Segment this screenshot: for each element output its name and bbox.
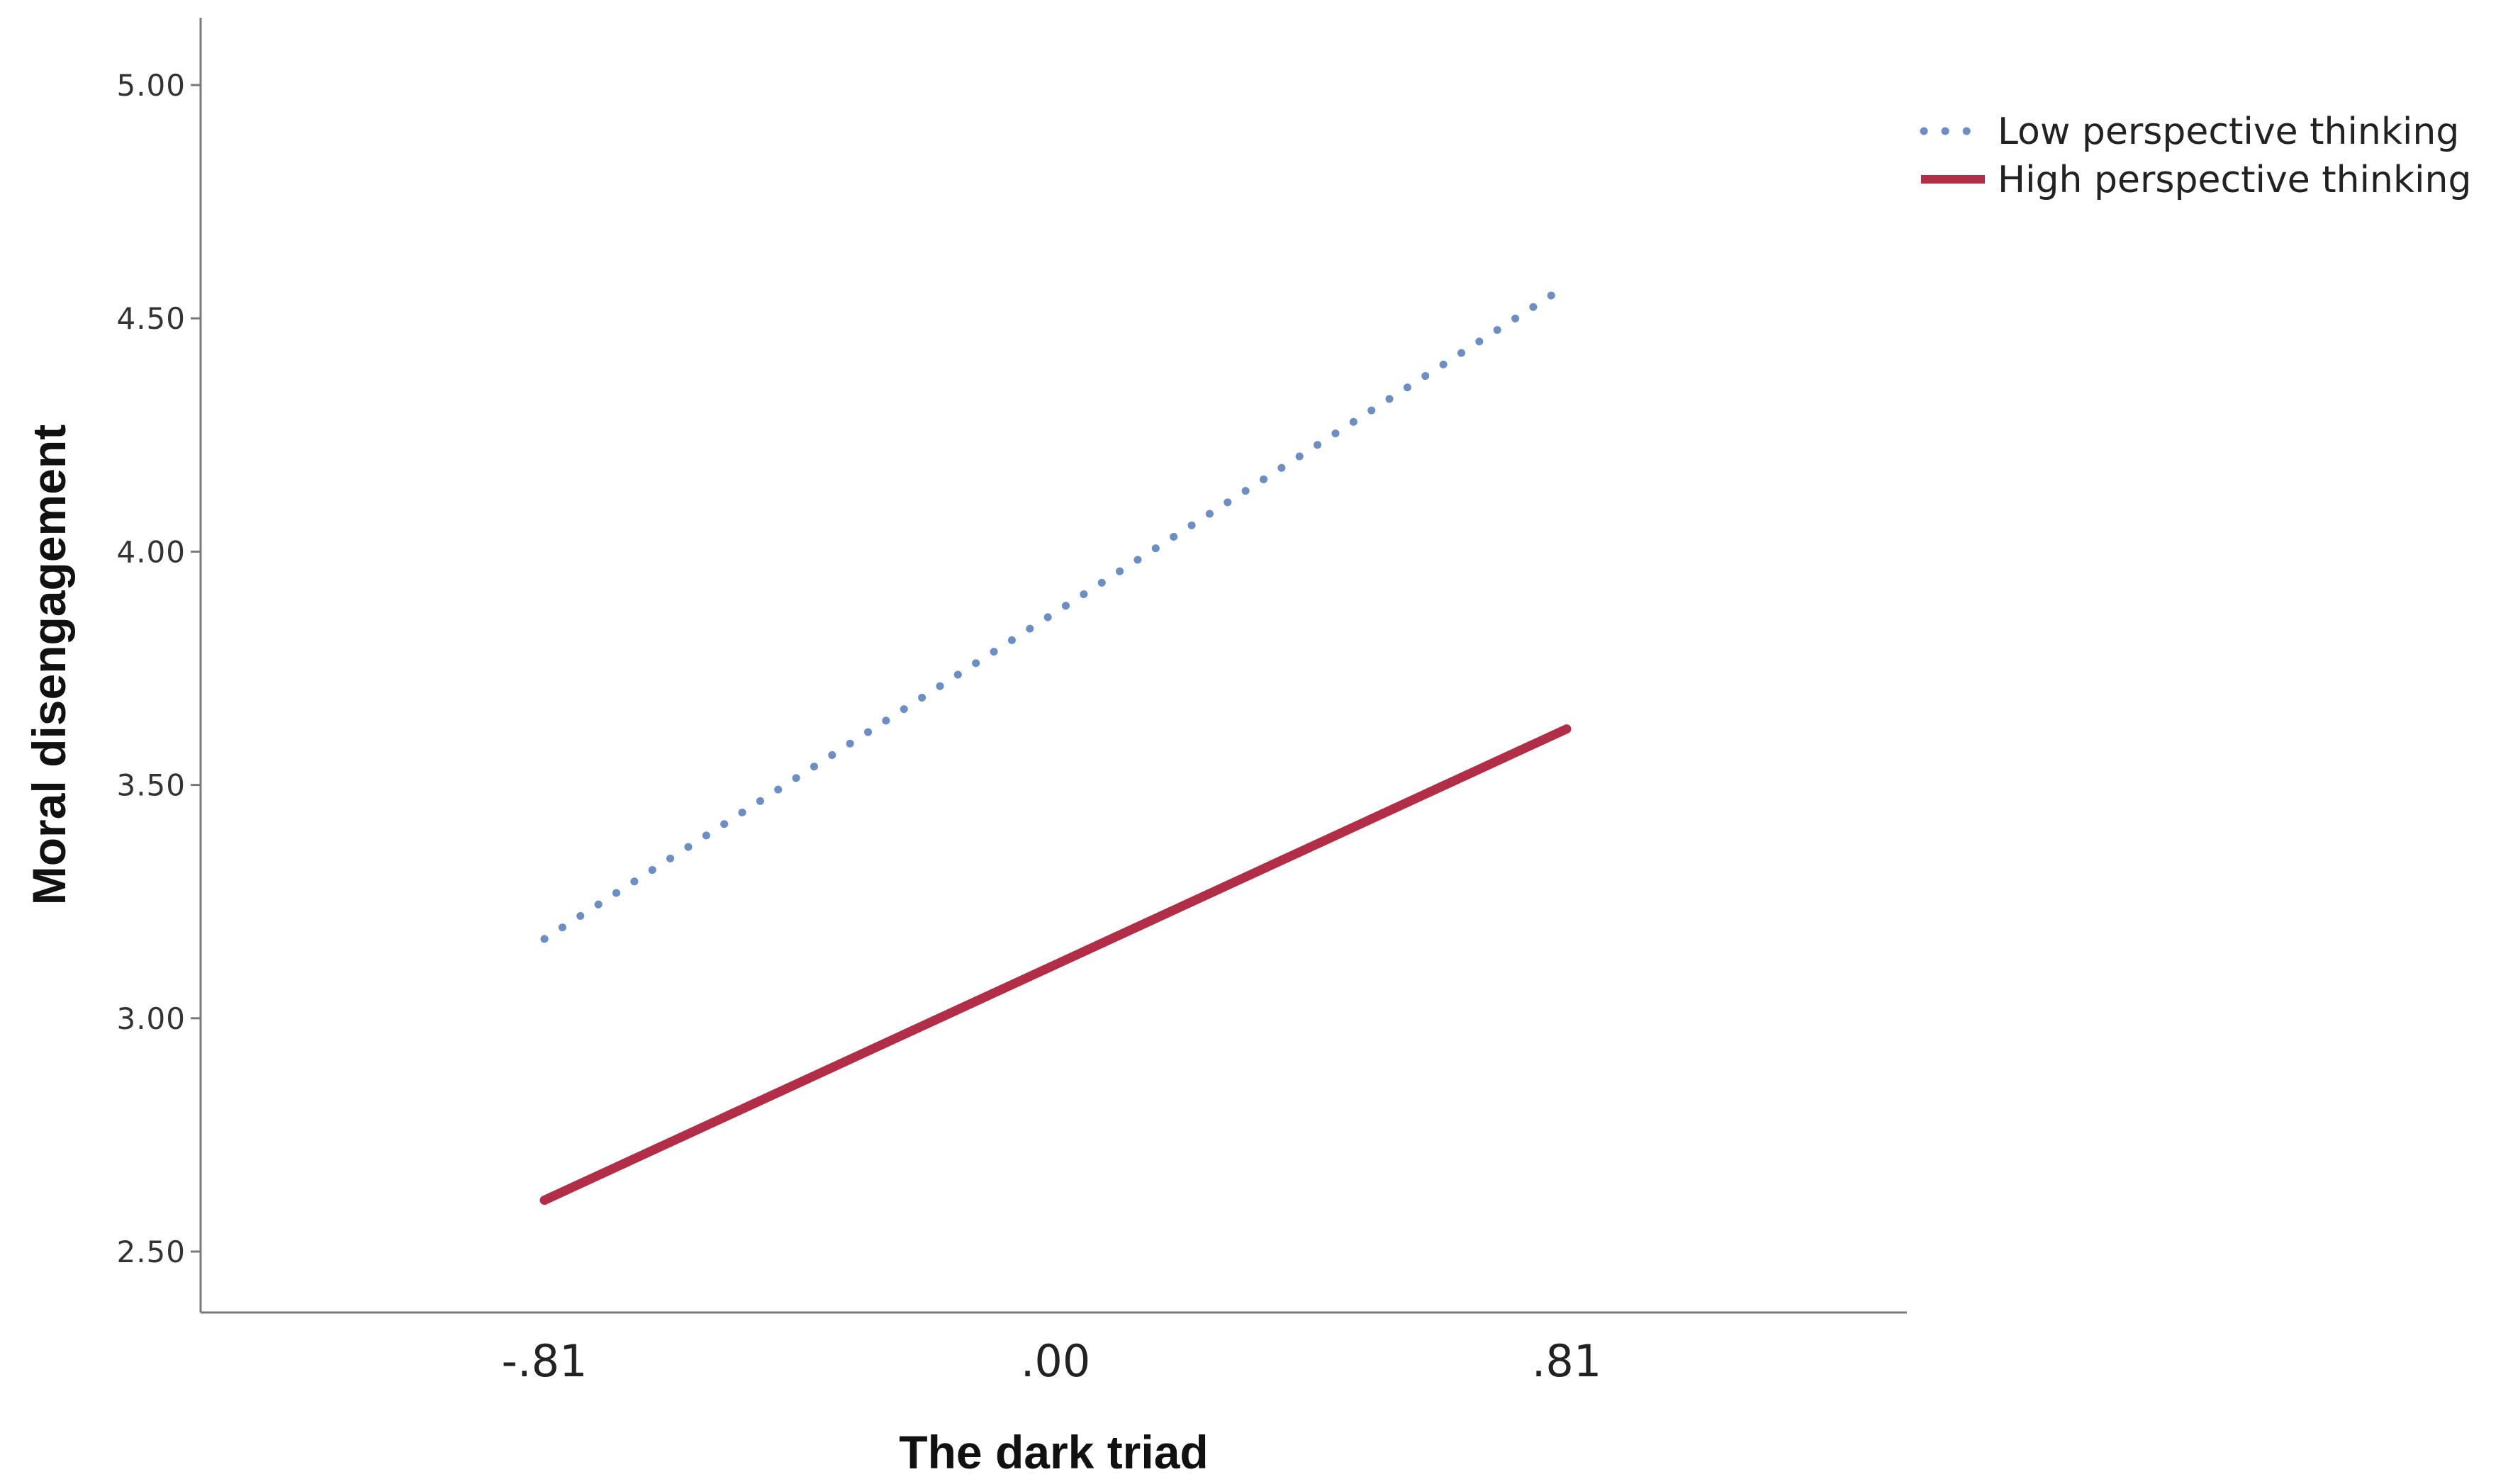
legend-label: High perspective thinking <box>1998 159 2472 201</box>
x-axis-title: The dark triad <box>899 1426 1208 1478</box>
series-layer <box>539 281 1572 1205</box>
x-axis-ticks: -.81 .00 .81 <box>502 1335 1602 1387</box>
x-tick-label: -.81 <box>502 1335 588 1387</box>
y-tick-label: 4.00 <box>116 534 186 569</box>
legend: Low perspective thinking High perspective… <box>1920 111 2472 201</box>
y-tick-label: 4.50 <box>116 301 186 336</box>
y-tick-label: 5.00 <box>116 68 186 103</box>
y-tick-label: 2.50 <box>116 1235 186 1269</box>
series-line-high-perspective-thinking <box>539 724 1572 1205</box>
y-tick-label: 3.50 <box>116 768 186 803</box>
legend-label: Low perspective thinking <box>1998 111 2459 153</box>
y-axis-ticks: 2.50 3.00 3.50 4.00 4.50 5.00 <box>116 68 201 1269</box>
x-tick-label: .81 <box>1532 1335 1602 1387</box>
y-axis-title: Moral disengagement <box>23 425 75 905</box>
y-tick-label: 3.00 <box>116 1001 186 1036</box>
x-tick-label: .00 <box>1021 1335 1091 1387</box>
axes <box>199 18 1907 1314</box>
series-line-low-perspective-thinking <box>540 281 1571 943</box>
